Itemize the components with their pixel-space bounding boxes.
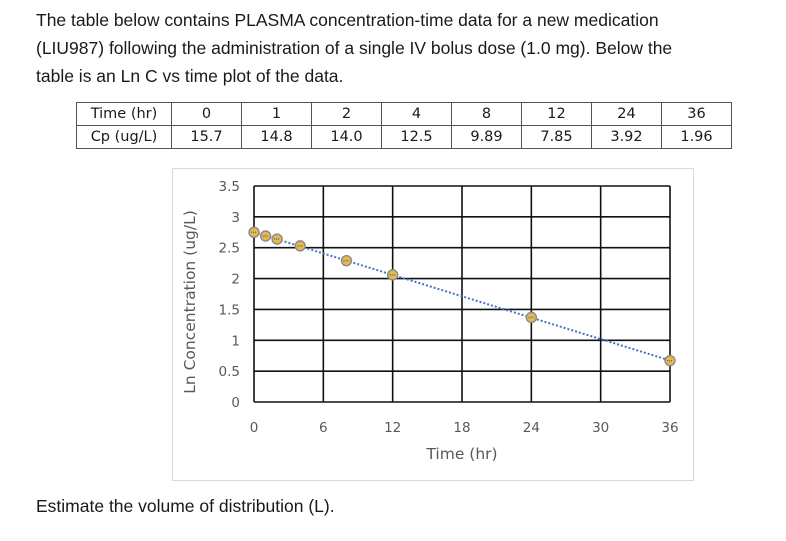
y-axis-ticks: 0 0.5 1 1.5 2 2.5 3 3.5 — [219, 179, 240, 411]
table-cell: 36 — [661, 102, 732, 126]
y-axis-label: Ln Concentration (ug/L) — [181, 210, 199, 394]
x-tick-label: 12 — [384, 420, 401, 436]
y-tick-label: 3 — [231, 210, 240, 226]
intro-line: (LIU987) following the administration of… — [36, 38, 673, 58]
table-cell: 14.8 — [241, 125, 312, 149]
problem-intro: The table below contains PLASMA concentr… — [36, 6, 766, 90]
y-tick-label: 1.5 — [219, 302, 240, 318]
concentration-time-table: Time (hr) 0 1 2 4 8 12 24 36 Cp (ug/L) 1… — [76, 102, 732, 149]
intro-line: table is an Ln C vs time plot of the dat… — [36, 66, 344, 86]
x-tick-label: 18 — [453, 420, 470, 436]
table-row-cp: Cp (ug/L) 15.7 14.8 14.0 12.5 9.89 7.85 … — [76, 125, 732, 149]
table-cell: 4 — [381, 102, 452, 126]
data-point — [294, 240, 306, 252]
y-tick-label: 0.5 — [219, 364, 240, 380]
question-text: Estimate the volume of distribution (L). — [36, 496, 335, 516]
data-point — [340, 254, 353, 267]
chart-grid — [253, 185, 671, 403]
y-tick-label: 3.5 — [219, 179, 240, 195]
table-cell: 12 — [521, 102, 592, 126]
table-cell: 0 — [171, 102, 242, 126]
trendline — [253, 231, 671, 362]
x-axis-label: Time (hr) — [425, 445, 497, 463]
table-cell: 7.85 — [521, 125, 592, 149]
x-tick-label: 36 — [661, 420, 678, 436]
row-header-time: Time (hr) — [76, 102, 172, 126]
table-cell: 2 — [311, 102, 382, 126]
chart-area — [172, 168, 694, 481]
x-tick-label: 30 — [592, 420, 609, 436]
x-tick-label: 24 — [523, 420, 540, 436]
x-tick-label: 0 — [250, 420, 259, 436]
y-tick-label: 0 — [231, 395, 240, 411]
table-cell: 24 — [591, 102, 662, 126]
ln-concentration-plot: 00.511.522.533.5 0 6 12 18 24 30 36 Time (hr) … — [181, 179, 679, 463]
table-cell: 14.0 — [311, 125, 382, 149]
y-tick-label: 2.5 — [219, 241, 240, 257]
data-point — [525, 311, 538, 324]
table-row-time: Time (hr) 0 1 2 4 8 12 24 36 — [76, 102, 732, 126]
table-cell: 9.89 — [451, 125, 522, 149]
table-cell: 1 — [241, 102, 312, 126]
table-cell: 3.92 — [591, 125, 662, 149]
table-cell: 12.5 — [381, 125, 452, 149]
intro-line: The table below contains PLASMA concentr… — [36, 10, 659, 30]
x-axis-ticks: 0 6 12 18 24 30 36 — [250, 420, 679, 436]
y-tick-label: 1 — [231, 333, 240, 349]
y-tick-label: 2 — [231, 272, 240, 288]
table-cell: 8 — [451, 102, 522, 126]
data-point — [386, 269, 399, 281]
table-cell: 15.7 — [171, 125, 242, 149]
row-header-cp: Cp (ug/L) — [76, 125, 172, 149]
table-cell: 1.96 — [661, 125, 732, 149]
x-tick-label: 6 — [319, 420, 328, 436]
data-points — [248, 226, 676, 367]
